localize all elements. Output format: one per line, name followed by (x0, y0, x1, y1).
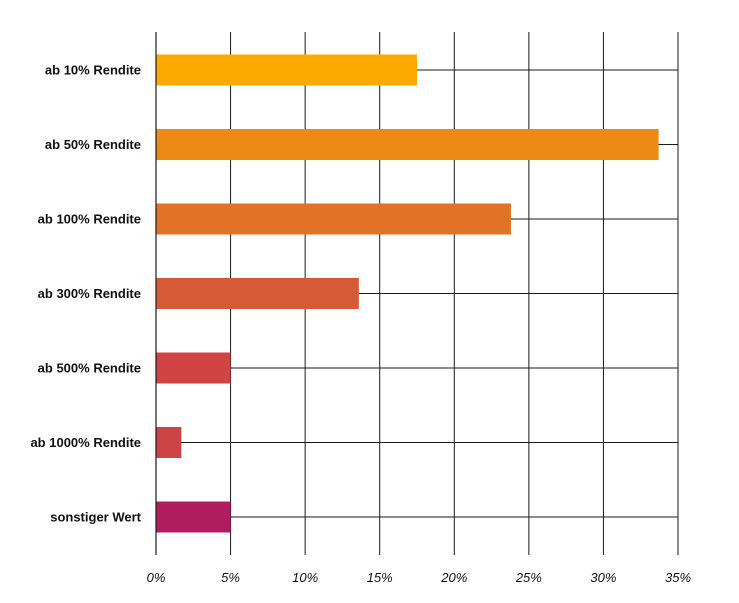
x-tick-label: 15% (367, 570, 393, 585)
x-tick-label: 30% (590, 570, 616, 585)
x-tick-label: 20% (440, 570, 467, 585)
bar (156, 501, 231, 533)
bar (156, 352, 231, 384)
bar (156, 54, 417, 86)
bar (156, 278, 359, 309)
x-axis-tick-labels: 0% 5% 10% 15% 20% 25% 30% 35% (147, 570, 691, 585)
category-label: ab 300% Rendite (38, 286, 141, 301)
x-tick-label: 5% (221, 570, 240, 585)
bar (156, 129, 659, 160)
category-label: ab 10% Rendite (45, 63, 141, 78)
category-label: ab 100% Rendite (38, 212, 141, 227)
x-tick-label: 35% (665, 570, 691, 585)
x-tick-label: 0% (147, 570, 166, 585)
category-labels: ab 10% Rendite ab 50% Rendite ab 100% Rend… (30, 63, 141, 525)
x-tick-label: 25% (515, 570, 542, 585)
bars (156, 54, 659, 533)
category-label: ab 50% Rendite (45, 137, 141, 152)
category-label: ab 500% Rendite (38, 361, 141, 376)
x-tick-label: 10% (292, 570, 318, 585)
category-label: ab 1000% Rendite (30, 435, 141, 450)
bar (156, 203, 511, 235)
category-label: sonstiger Wert (50, 510, 141, 525)
bar (156, 427, 182, 458)
